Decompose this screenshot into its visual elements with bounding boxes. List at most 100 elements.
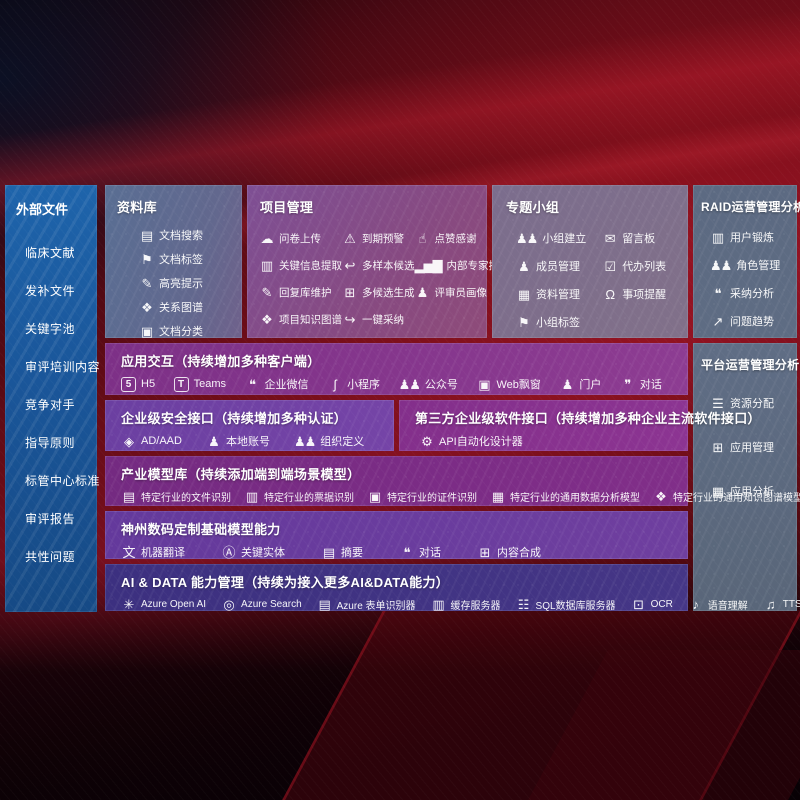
- feature-item[interactable]: ❖ 关系图谱: [139, 299, 203, 315]
- feature-item[interactable]: ⊞ 内容合成: [477, 544, 541, 560]
- feature-item[interactable]: ♟♟ 小组建立: [516, 230, 602, 246]
- background-shape: [512, 650, 800, 800]
- feature-item[interactable]: ✎ 回复库维护: [259, 285, 342, 300]
- feature-item[interactable]: ▤ 特定行业的文件识别: [121, 489, 231, 504]
- feature-item[interactable]: ✎ 高亮提示: [139, 275, 203, 291]
- sidebar-item[interactable]: 临床文献: [25, 246, 76, 260]
- feature-item[interactable]: ↪ 一键采纳: [342, 312, 415, 327]
- doc-classify-icon: ▣: [140, 323, 153, 339]
- feature-item[interactable]: ▥ 用户锻炼: [710, 229, 774, 245]
- feature-item[interactable]: ☑ 代办列表: [602, 258, 682, 274]
- feature-item[interactable]: ♟ 成员管理: [516, 258, 602, 274]
- feature-label: 成员管理: [536, 261, 580, 273]
- feature-item[interactable]: ❝ 企业微信: [245, 376, 309, 392]
- feature-item[interactable]: ▦ 应用分析: [710, 483, 774, 499]
- feature-item[interactable]: ▣ 特定行业的证件识别: [367, 489, 477, 504]
- topic-groups-items: ♟♟ 小组建立 ✉ 留言板 ♟ 成员管理 ☑ 代办列表 ▦ 资料管理 Ω 事项提醒 ⚑ 小组标签: [516, 224, 682, 336]
- third-party-interface-row: 第三方企业级软件接口（持续增加多种企业主流软件接口） ⚙ API自动化设计器: [399, 400, 761, 451]
- feature-item[interactable]: Ⓐ 关键实体: [221, 544, 285, 560]
- feature-item[interactable]: ♟♟ 角色管理: [710, 257, 780, 273]
- feature-item[interactable]: ◎ Azure Search: [221, 597, 301, 612]
- feature-item[interactable]: ⊡ OCR: [631, 597, 673, 612]
- feature-item[interactable]: 文机器翻译: [121, 544, 185, 560]
- feature-item[interactable]: ♫ TTS: [763, 597, 800, 612]
- feature-item[interactable]: ✉ 留言板: [602, 230, 682, 246]
- feature-item[interactable]: ▦ 特定行业的通用数据分析模型: [490, 489, 640, 504]
- sidebar-item[interactable]: 审评报告: [25, 512, 76, 526]
- due-alert-icon: ⚠: [344, 231, 356, 246]
- feature-item[interactable]: ❝ 对话: [399, 544, 442, 560]
- feature-item[interactable]: ♪ 语音理解: [688, 597, 748, 612]
- raid-analysis-panel: RAID运营管理分析 ▥ 用户锻炼 ♟♟ 角色管理 ❝ 采纳分析 ↗ 问题趋势: [693, 185, 800, 338]
- feature-item[interactable]: ▥ 特定行业的票据识别: [244, 489, 354, 504]
- background-shape: [276, 610, 800, 800]
- feature-item[interactable]: ♟ 评审员画像: [415, 285, 510, 300]
- azure-search-icon: ◎: [223, 597, 234, 612]
- feature-label: 多样本候选: [362, 260, 415, 272]
- feature-item[interactable]: 5 H5: [121, 376, 155, 392]
- feature-label: TTS: [782, 599, 800, 610]
- feature-item[interactable]: ↗ 问题趋势: [710, 313, 774, 329]
- feature-item[interactable]: ✳ Azure Open AI: [121, 597, 207, 612]
- feature-item[interactable]: ☁ 问卷上传: [259, 231, 342, 246]
- base-model-items: 文机器翻译 Ⓐ 关键实体 ▤ 摘要 ❝ 对话 ⊞ 内容合成: [105, 538, 688, 560]
- todo-list-icon: ☑: [604, 258, 616, 274]
- feature-item[interactable]: ☝ 点赞感谢: [415, 231, 510, 246]
- sidebar-item[interactable]: 共性问题: [25, 550, 76, 564]
- feature-item[interactable]: ♟ 门户: [559, 376, 602, 392]
- feature-label: 问卷上传: [279, 233, 321, 245]
- feature-label: 高亮提示: [159, 278, 203, 290]
- feature-item[interactable]: ▣ 文档分类: [139, 323, 203, 339]
- feature-item[interactable]: ❝ 采纳分析: [710, 285, 775, 301]
- feature-item[interactable]: ❖ 特定行业的通用知识图谱模型: [653, 489, 800, 504]
- base-model-capability-row: 神州数码定制基础模型能力 文机器翻译 Ⓐ 关键实体 ▤ 摘要 ❝ 对话 ⊞ 内容合成: [105, 511, 688, 560]
- feature-item[interactable]: ☷ SQL数据库服务器: [516, 597, 616, 612]
- feature-item[interactable]: ▥ 关键信息提取: [259, 258, 342, 273]
- sidebar-item[interactable]: 指导原则: [25, 436, 76, 450]
- feature-label: 特定行业的证件识别: [387, 493, 477, 504]
- feature-label: 到期预警: [362, 233, 404, 245]
- sidebar-item[interactable]: 竞争对手: [25, 398, 76, 412]
- feature-item[interactable]: Ω 事项提醒: [602, 286, 682, 302]
- row-title: 第三方企业级软件接口（持续增加多种企业主流软件接口）: [415, 411, 761, 426]
- summary-icon: ▤: [322, 544, 335, 560]
- issue-trend-icon: ↗: [712, 313, 724, 329]
- feature-label: OCR: [650, 599, 673, 610]
- feature-item[interactable]: ʃ 小程序: [327, 376, 380, 392]
- feature-item[interactable]: ❞ 对话: [620, 376, 662, 392]
- feature-item[interactable]: ⚑ 文档标签: [139, 251, 203, 267]
- sidebar-item[interactable]: 关键字池: [25, 322, 76, 336]
- feature-item[interactable]: ▦ 资料管理: [516, 286, 602, 302]
- feature-label: 门户: [579, 379, 602, 391]
- feature-item[interactable]: ⊞ 应用管理: [710, 439, 774, 455]
- feature-item[interactable]: ▥ 缓存服务器: [431, 597, 500, 612]
- feature-item[interactable]: ⊞ 多候选生成: [342, 285, 415, 300]
- feature-item[interactable]: ▣ Web飘窗: [476, 376, 541, 392]
- panel-title: 专题小组: [506, 200, 560, 215]
- sidebar-item[interactable]: 审评培训内容: [25, 360, 101, 374]
- feature-item[interactable]: ♟ 本地账号: [206, 433, 270, 449]
- feature-item[interactable]: ☰ 资源分配: [710, 395, 774, 411]
- doc-search-icon: ▤: [140, 227, 153, 243]
- sidebar-item[interactable]: 标管中心标准: [25, 474, 101, 488]
- sidebar-item[interactable]: 发补文件: [25, 284, 76, 298]
- feature-label: Web飘窗: [496, 379, 541, 391]
- reviewer-profile-icon: ♟: [416, 285, 429, 300]
- feature-item[interactable]: ▤ Azure 表单识别器: [317, 597, 415, 612]
- feature-item[interactable]: ↩ 多样本候选: [342, 258, 415, 273]
- feature-item[interactable]: ♟♟ 公众号: [399, 376, 458, 392]
- web-popup-icon: ▣: [478, 376, 490, 392]
- feature-label: Azure Open AI: [141, 599, 207, 610]
- feature-item[interactable]: ⚠ 到期预警: [342, 231, 415, 246]
- feature-item[interactable]: ⚙ API自动化设计器: [419, 433, 523, 449]
- feature-item[interactable]: ▤ 文档搜索: [139, 227, 203, 243]
- feature-item[interactable]: ◈ AD/AAD: [121, 434, 182, 449]
- feature-item[interactable]: ♟♟ 组织定义: [294, 433, 364, 449]
- ocr-icon: ⊡: [633, 597, 644, 612]
- ai-data-capability-row: AI & DATA 能力管理（持续为接入更多AI&DATA能力） ✳ Azure …: [105, 564, 800, 612]
- feature-item[interactable]: ▤ 摘要: [321, 544, 363, 560]
- feature-item[interactable]: T Teams: [173, 376, 226, 392]
- feature-item[interactable]: ⚑ 小组标签: [516, 314, 602, 330]
- industry-model-library-row: 产业模型库（持续添加端到端场景模型） ▤ 特定行业的文件识别 ▥ 特定行业的票据识别 ▣…: [105, 456, 800, 506]
- feature-item[interactable]: ❖ 项目知识图谱: [259, 312, 342, 327]
